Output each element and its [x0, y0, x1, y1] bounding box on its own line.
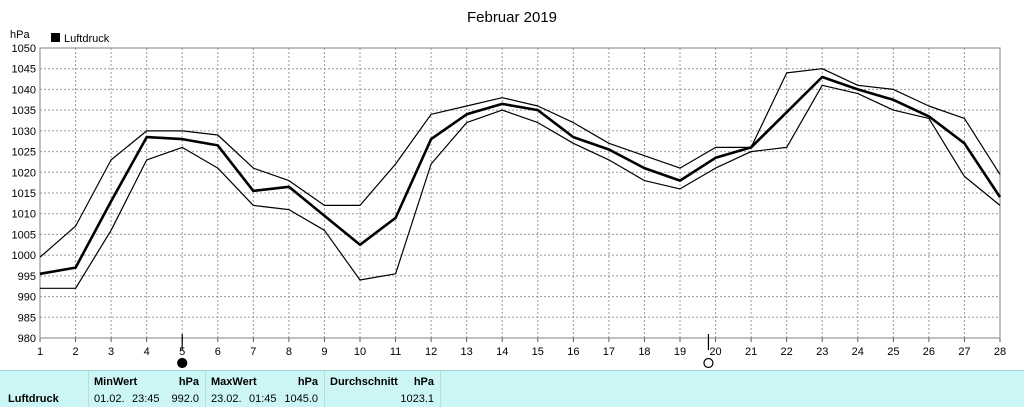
min-date: 01.02. [94, 393, 125, 405]
series-line-mean [39, 75, 1002, 276]
x-tick-label: 27 [958, 346, 970, 358]
x-tick-label: 26 [923, 346, 935, 358]
x-tick-label: 25 [887, 346, 899, 358]
x-tick-label: 21 [745, 346, 757, 358]
y-tick-label: 1005 [12, 229, 36, 241]
x-tick-label: 11 [390, 346, 401, 358]
y-tick-label: 1010 [12, 209, 36, 221]
y-tick-label: 990 [18, 292, 36, 304]
x-tick-label: 10 [354, 346, 366, 358]
moon-phase-markers [177, 334, 714, 369]
x-tick-label: 4 [144, 346, 150, 358]
full-moon-icon [703, 357, 714, 369]
x-tick-label: 13 [461, 346, 473, 358]
avg-cell: Durchschnitt hPa 1023.1 [324, 371, 441, 407]
avg-header: Durchschnitt [330, 376, 398, 388]
avg-value: 1023.1 [400, 393, 434, 405]
y-tick-label: 1025 [12, 147, 36, 159]
x-tick-label: 7 [250, 346, 256, 358]
plot-frame [39, 47, 1001, 339]
x-tick-label: 18 [638, 346, 650, 358]
x-tick-label: 20 [709, 346, 721, 358]
chart-title: Februar 2019 [467, 9, 557, 26]
x-tick-label: 23 [816, 346, 828, 358]
max-unit: hPa [297, 376, 318, 388]
legend-swatch [51, 33, 60, 42]
new-moon-icon [177, 357, 188, 369]
min-cell: MinWert hPa 01.02. 23:45 992.0 [88, 371, 206, 407]
max-time: 01:45 [249, 393, 277, 405]
x-tick-label: 24 [852, 346, 864, 358]
pressure-chart: Februar 2019 hPa Luftdruck 9809859909951… [10, 9, 1006, 369]
min-value: 992.0 [171, 393, 199, 405]
x-tick-label: 28 [994, 346, 1006, 358]
stats-series-label: Luftdruck [8, 393, 59, 405]
y-axis-label: hPa [10, 29, 30, 41]
series-line-max [39, 68, 1001, 258]
max-cell: MaxWert hPa 23.02. 01:45 1045.0 [205, 371, 325, 407]
y-tick-label: 1040 [12, 84, 36, 96]
min-time: 23:45 [132, 393, 160, 405]
x-tick-label: 5 [179, 346, 185, 358]
avg-unit: hPa [413, 376, 434, 388]
y-axis-ticks: 980 985 990 995 1000 1005 1010 1015 1020 1025 1030… [12, 43, 36, 345]
x-tick-label: 22 [781, 346, 793, 358]
x-tick-label: 6 [215, 346, 221, 358]
x-tick-label: 16 [567, 346, 579, 358]
max-header: MaxWert [211, 376, 257, 388]
x-tick-label: 2 [72, 346, 78, 358]
y-tick-label: 1020 [12, 167, 36, 179]
max-value: 1045.0 [284, 393, 318, 405]
x-tick-label: 9 [321, 346, 327, 358]
x-axis-ticks: 1 2 3 4 5 6 7 8 9 10 11 12 13 14 15 16 17 18 19 20 21 22 23 24 2… [37, 338, 1006, 358]
y-tick-label: 1030 [12, 126, 36, 138]
x-tick-label: 19 [674, 346, 686, 358]
legend-label: Luftdruck [64, 33, 110, 45]
max-date: 23.02. [211, 393, 242, 405]
x-tick-label: 1 [37, 346, 43, 358]
x-tick-label: 17 [603, 346, 615, 358]
x-tick-label: 12 [425, 346, 437, 358]
x-tick-label: 14 [496, 346, 508, 358]
grid [40, 48, 1000, 338]
y-tick-label: 1050 [12, 43, 36, 55]
y-tick-label: 1015 [12, 188, 36, 200]
min-header: MinWert [94, 376, 138, 388]
series-lines [39, 68, 1002, 289]
y-tick-label: 1045 [12, 64, 36, 76]
y-tick-label: 1035 [12, 105, 36, 117]
series-line-min [40, 84, 1001, 289]
y-tick-label: 995 [18, 271, 36, 283]
x-tick-label: 15 [532, 346, 544, 358]
x-tick-label: 3 [108, 346, 114, 358]
stats-label-cell: Luftdruck [0, 371, 89, 407]
stats-bar: Luftdruck MinWert hPa 01.02. 23:45 992.0… [0, 370, 1024, 407]
y-tick-label: 985 [18, 312, 36, 324]
x-tick-label: 8 [286, 346, 292, 358]
y-tick-label: 1000 [12, 250, 36, 262]
y-tick-label: 980 [18, 333, 36, 345]
min-unit: hPa [178, 376, 199, 388]
